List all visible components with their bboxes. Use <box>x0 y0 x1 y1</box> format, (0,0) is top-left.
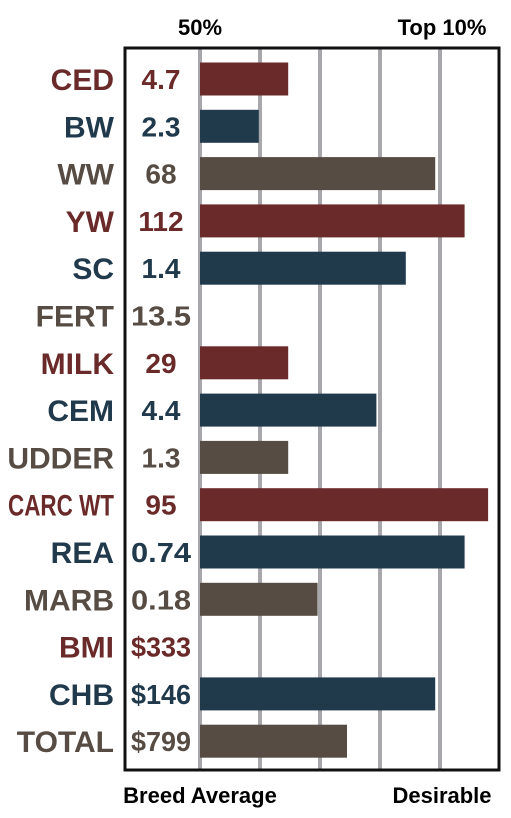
bar-bw <box>200 109 259 143</box>
trait-label: BW <box>64 111 115 144</box>
bar-ww <box>200 157 436 191</box>
value-label: 95 <box>145 490 176 521</box>
bottom-label-breed-average: Breed Average <box>123 783 277 808</box>
value-label: 1.3 <box>142 442 181 473</box>
bar-total <box>200 724 347 758</box>
value-label: $146 <box>131 679 191 710</box>
trait-label: MILK <box>41 348 115 381</box>
trait-label: CARC WT <box>8 490 114 523</box>
trait-label: FERT <box>36 301 114 334</box>
value-label: 29 <box>145 348 176 379</box>
trait-label: WW <box>57 159 114 192</box>
trait-label: CHB <box>49 679 114 712</box>
value-label: 0.18 <box>131 584 191 615</box>
bar-carc-wt <box>200 488 489 522</box>
top-tick-label-50: 50% <box>178 15 222 40</box>
value-label: 2.3 <box>142 111 181 142</box>
top-tick-label-top10: Top 10% <box>398 15 487 40</box>
bar-chb <box>200 677 436 711</box>
labels: CED 4.7 BW 2.3 WW 68 YW 112 SC 1.4 FERT 13.5 MILK 29 C… <box>7 64 191 759</box>
trait-label: BMI <box>59 632 114 665</box>
bar-yw <box>200 204 465 238</box>
bars <box>200 62 489 758</box>
value-label: 1.4 <box>142 253 181 284</box>
value-label: 0.74 <box>131 537 191 568</box>
value-label: 13.5 <box>131 301 191 332</box>
trait-label: REA <box>51 537 114 570</box>
trait-label: SC <box>72 253 114 286</box>
value-label: $799 <box>131 726 191 757</box>
bar-cem <box>200 393 377 427</box>
bar-udder <box>200 440 289 474</box>
bar-sc <box>200 251 406 285</box>
bar-milk <box>200 346 289 380</box>
value-label: 112 <box>138 206 183 237</box>
bar-marb <box>200 582 318 616</box>
bar-rea <box>200 535 465 569</box>
trait-label: MARB <box>24 584 114 617</box>
trait-label: YW <box>66 206 115 239</box>
trait-label: CED <box>51 64 114 97</box>
trait-label: TOTAL <box>17 726 114 759</box>
value-label: $333 <box>131 632 191 663</box>
trait-label: UDDER <box>7 442 114 475</box>
value-label: 68 <box>145 159 176 190</box>
bottom-label-desirable: Desirable <box>392 783 491 808</box>
value-label: 4.7 <box>142 64 181 95</box>
bar-ced <box>200 62 289 96</box>
value-label: 4.4 <box>142 395 181 426</box>
plot-border <box>123 46 501 772</box>
trait-label: CEM <box>47 395 114 428</box>
